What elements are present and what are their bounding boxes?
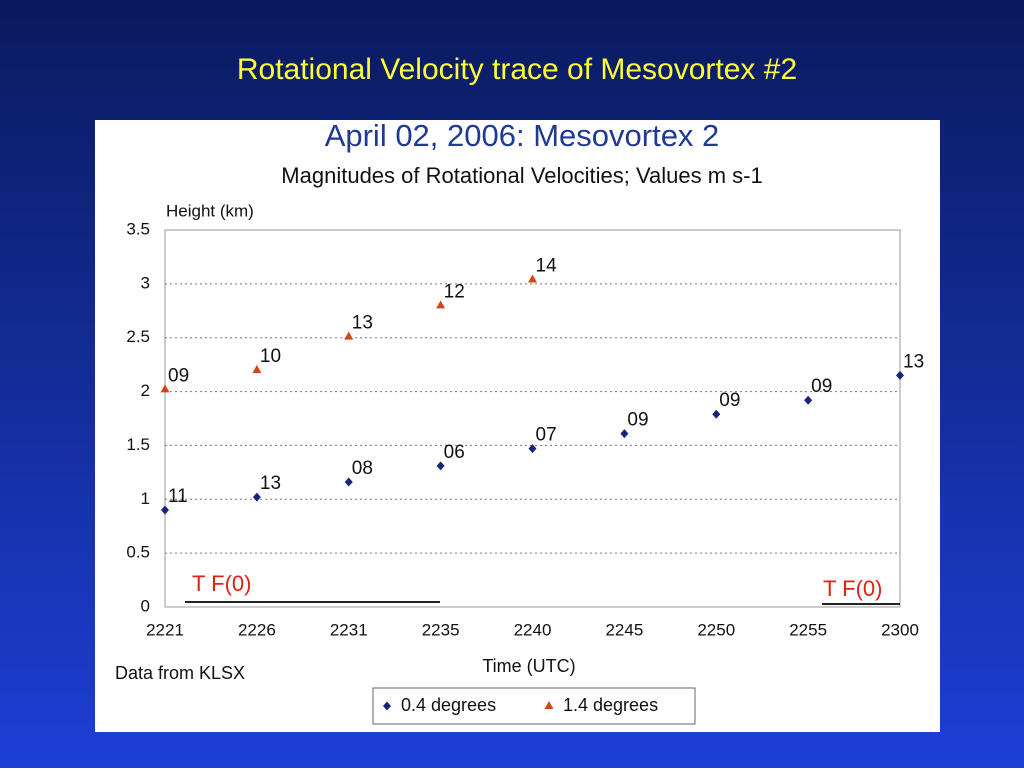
y-tick-label: 3 [141,273,150,292]
source-note: Data from KLSX [115,663,245,683]
data-point [161,505,169,515]
y-tick-label: 2.5 [126,327,150,346]
data-point [528,274,537,283]
data-label: 09 [811,376,832,397]
x-tick-label: 2245 [605,620,643,639]
data-point [160,384,170,393]
data-label: 08 [352,458,373,479]
data-label: 13 [352,313,373,334]
y-axis-label: Height (km) [166,201,254,220]
data-label: 10 [260,346,281,367]
slide-title: Rotational Velocity trace of Mesovortex … [237,53,797,86]
data-point [896,370,904,380]
x-tick-label: 2250 [697,620,735,639]
data-label: 13 [903,351,924,372]
x-tick-label: 2221 [146,620,184,639]
y-tick-label: 1.5 [126,435,150,454]
data-point [252,365,262,374]
data-label: 13 [260,473,281,494]
annotation: T F(0) [192,571,251,596]
x-tick-label: 2240 [514,620,552,639]
y-tick-label: 1 [141,489,150,508]
data-label: 09 [719,390,740,411]
x-tick-label: 2255 [789,620,827,639]
legend-label: 1.4 degrees [563,695,658,715]
plot-frame [164,229,901,608]
chart-subtitle: Magnitudes of Rotational Velocities; Val… [281,163,762,188]
legend-marker [544,701,554,709]
data-point [528,444,537,454]
data-label: 12 [444,281,465,302]
data-label: 07 [536,425,557,446]
data-point [436,461,445,471]
data-point [436,300,446,309]
x-tick-label: 2226 [238,620,276,639]
data-point [620,429,629,439]
data-label: 06 [444,442,465,463]
data-point [252,492,261,502]
data-label: 11 [168,486,188,507]
annotation: T F(0) [823,576,882,601]
data-label: 14 [536,256,558,277]
x-tick-label: 2231 [330,620,368,639]
data-point [344,477,353,487]
data-point [344,331,354,340]
chart-title: April 02, 2006: Mesovortex 2 [325,118,720,153]
y-tick-label: 3.5 [126,219,150,238]
x-tick-label: 2300 [881,620,919,639]
legend [372,687,696,725]
y-tick-label: 2 [141,381,150,400]
x-tick-label: 2235 [422,620,460,639]
legend-marker [383,701,391,711]
y-tick-label: 0 [141,596,150,615]
data-point [712,409,721,419]
x-axis-label: Time (UTC) [482,656,575,676]
data-label: 09 [627,410,648,431]
legend-label: 0.4 degrees [401,695,496,715]
y-tick-label: 0.5 [126,543,150,562]
data-point [804,395,813,405]
chart-panel [95,120,940,732]
data-label: 09 [168,365,189,386]
